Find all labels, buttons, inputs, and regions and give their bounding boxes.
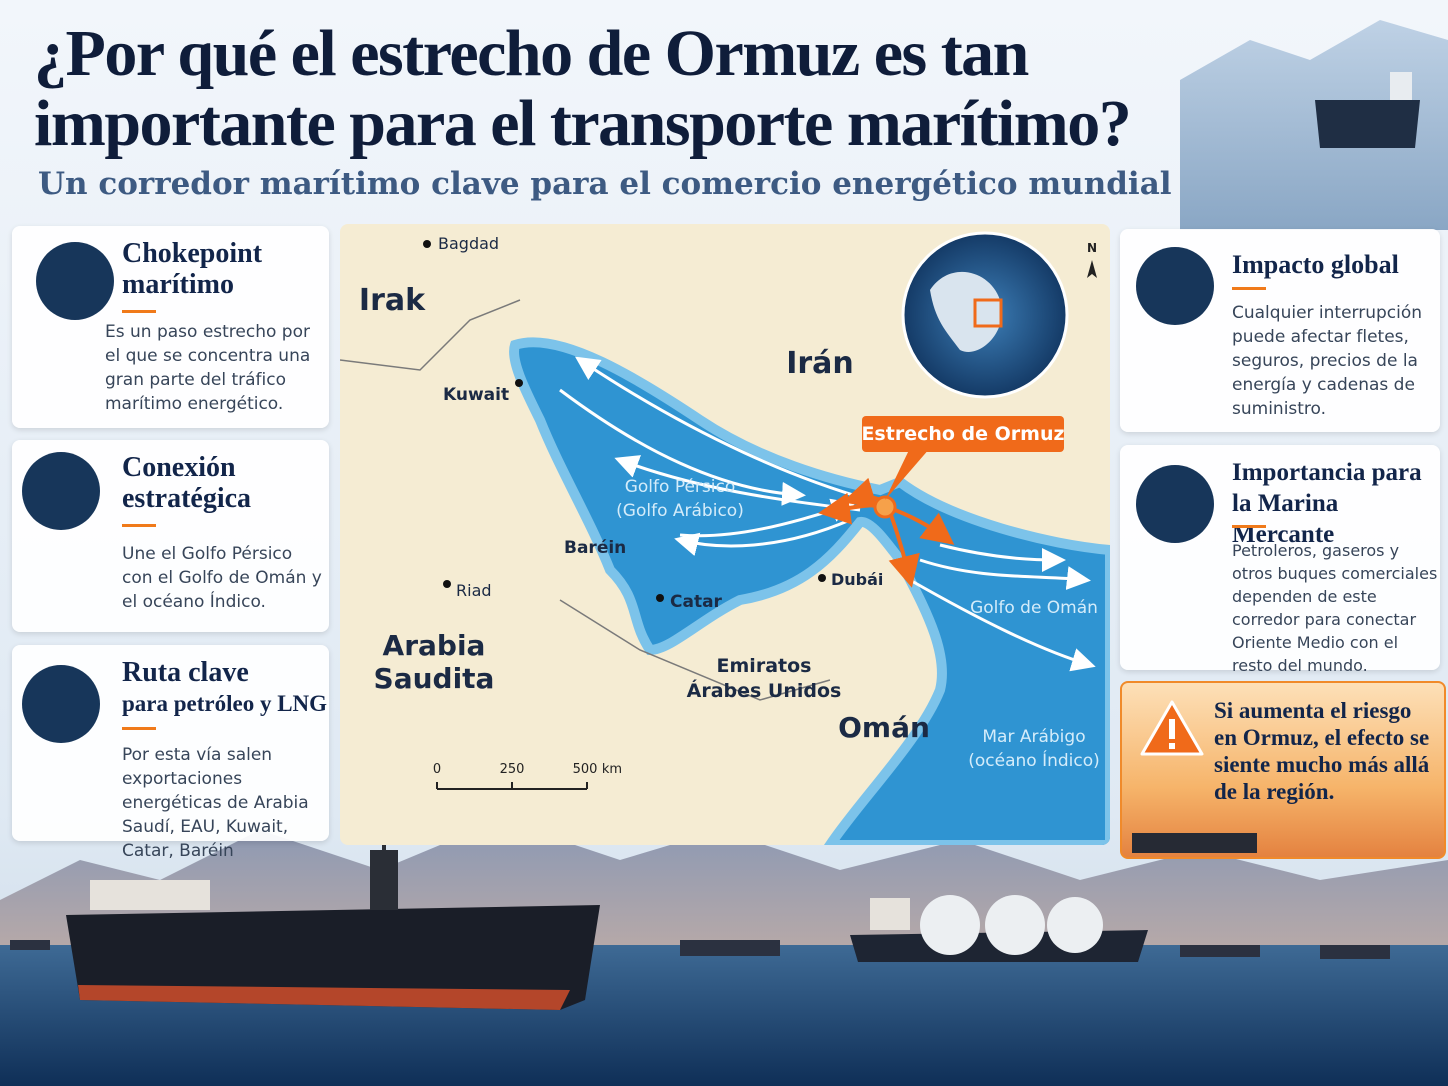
- country-label: Arabia Saudita: [374, 629, 495, 695]
- card-title: Conexión estratégica: [122, 452, 251, 514]
- city-label: Bagdad: [438, 234, 499, 253]
- city-labels: Bagdad Kuwait Baréin Riad Catar Dubái: [423, 234, 883, 612]
- city-label: Baréin: [564, 538, 626, 558]
- warning-card: Si aumenta el riesgo en Ormuz, el efecto…: [1120, 681, 1446, 859]
- water-label: Mar Arábigo (océano Índico): [968, 727, 1100, 771]
- warning-text: Si aumenta el riesgo en Ormuz, el efecto…: [1214, 698, 1430, 804]
- card-title-line: Impacto global: [1232, 250, 1399, 279]
- card-title-line: estratégica: [122, 483, 252, 514]
- scale-tick: 250: [500, 762, 525, 777]
- ship-icon: [36, 242, 114, 320]
- country-label: Omán: [838, 711, 930, 744]
- label-part: Emiratos: [717, 655, 812, 677]
- accent: [1232, 287, 1266, 290]
- label-part: (océano Índico): [968, 749, 1100, 771]
- info-card: Chokepoint marítimo Es un paso estrecho p…: [12, 226, 329, 428]
- country-label: Irak: [359, 283, 426, 318]
- accent: [122, 727, 156, 730]
- country-label: Emiratos Árabes Unidos: [687, 655, 842, 702]
- card-title: Ruta clave para petróleo y LNG: [122, 657, 327, 719]
- card-body: Petroleros, gaseros y otros buques comer…: [1232, 541, 1438, 675]
- route-icon: [22, 452, 100, 530]
- card-title-line: marítimo: [122, 269, 234, 300]
- water-labels: Golfo Pérsico (Golfo Arábico) Golfo de Om…: [616, 477, 1100, 771]
- card-body: Une el Golfo Pérsico con el Golfo de Omá…: [122, 544, 322, 612]
- card-title-line: Importancia para: [1232, 459, 1422, 486]
- compass: N: [1087, 241, 1097, 255]
- city-label: Kuwait: [443, 385, 509, 405]
- info-card: Ruta clave para petróleo y LNG Por esta v…: [12, 645, 329, 861]
- title-line: importante para el transporte marítimo?: [34, 87, 1132, 160]
- label-part: Arabia: [383, 629, 486, 662]
- subtitle: Un corredor marítimo clave para el comer…: [38, 166, 1172, 202]
- country-labels: Irak Irán Omán: [359, 283, 930, 744]
- info-card: Impacto global Cualquier interrupción pu…: [1120, 229, 1440, 432]
- scale-bar: 0 250 500 km: [433, 762, 622, 777]
- card-body: Por esta vía salen exportaciones energét…: [122, 745, 309, 861]
- water-label: Golfo de Omán: [970, 598, 1098, 618]
- scale-tick: 0: [433, 762, 441, 777]
- card-title-line: Chokepoint: [122, 238, 263, 269]
- card-title: Chokepoint marítimo: [122, 238, 262, 300]
- card-title: Importancia para la Marina Mercante: [1232, 457, 1440, 550]
- accent: [1232, 525, 1266, 528]
- city-label: Catar: [670, 592, 723, 612]
- label-part: Árabes Unidos: [687, 679, 842, 702]
- water-label: Golfo Pérsico (Golfo Arábico): [616, 477, 744, 521]
- chart-icon: [1136, 247, 1214, 325]
- warning-icon: [1140, 700, 1204, 756]
- scale-unit: km: [602, 762, 622, 777]
- barrel-icon: [22, 665, 100, 743]
- accent: [122, 310, 156, 313]
- ship-icon: [1136, 465, 1214, 543]
- info-card: Importancia para la Marina Mercante Petro…: [1120, 445, 1440, 675]
- label-part: Golfo Pérsico: [625, 477, 736, 497]
- ship: [1132, 833, 1257, 853]
- card-title-line: Conexión: [122, 452, 236, 483]
- city-label: Riad: [456, 581, 492, 600]
- label-part: (Golfo Arábico): [616, 501, 744, 521]
- city-label: Dubái: [831, 570, 883, 589]
- card-body: Es un paso estrecho por el que se concen…: [105, 322, 311, 414]
- title-line: ¿Por qué el estrecho de Ormuz es tan: [34, 17, 1029, 90]
- callout: Estrecho de Ormuz: [861, 423, 1064, 445]
- info-card: Conexión estratégica Une el Golfo Pérsico…: [12, 440, 329, 632]
- card-body: Cualquier interrupción puede afectar fle…: [1232, 303, 1423, 419]
- country-label: Irán: [786, 346, 854, 381]
- card-title: Impacto global: [1232, 249, 1399, 280]
- label-part: Saudita: [374, 662, 495, 695]
- scale-tick: 500: [573, 762, 598, 777]
- accent: [122, 524, 156, 527]
- card-title-line: para petróleo y LNG: [122, 691, 328, 716]
- card-title-line: Ruta clave: [122, 657, 249, 688]
- label-part: Mar Arábigo: [982, 727, 1085, 747]
- map: Estrecho de Ormuz N Irak Irán Omán Arabi…: [340, 224, 1110, 845]
